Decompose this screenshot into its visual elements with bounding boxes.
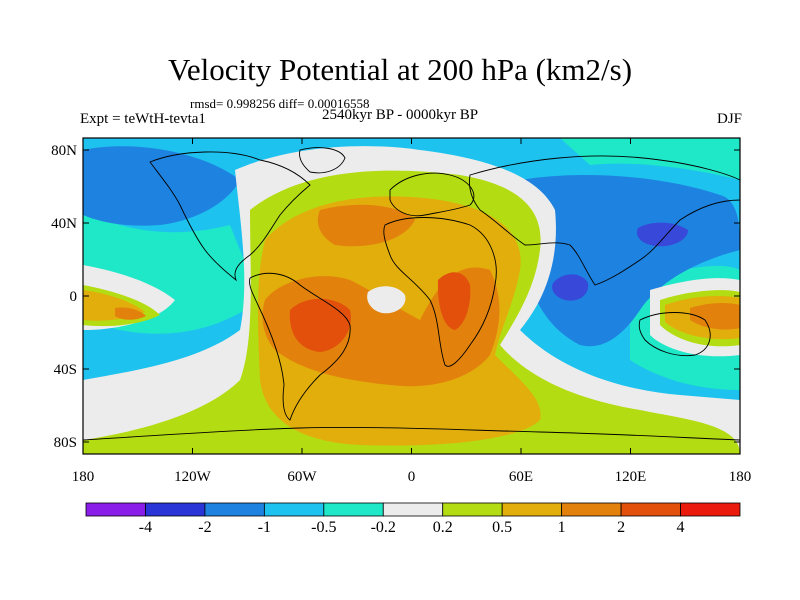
period-label: 2540kyr BP - 0000kyr BP [322, 107, 479, 123]
longitude-axis: 180 120W 60W 0 60E 120E 180 [72, 138, 752, 485]
colorbar-swatch [145, 502, 206, 517]
lat-label: 80S [54, 435, 77, 451]
lon-label: 120W [174, 469, 212, 485]
field-orange-east [690, 303, 740, 330]
colorbar-label: -1 [257, 519, 272, 536]
lon-label: 180 [72, 469, 95, 485]
colorbar-swatch [561, 502, 622, 517]
colorbar-swatch [382, 502, 444, 517]
colorbar-swatch [680, 502, 741, 517]
colorbar-swatch [442, 502, 503, 517]
colorbar-label: -4 [138, 519, 153, 536]
colorbar-label: -0.5 [311, 519, 337, 536]
lon-label: 60E [509, 469, 533, 485]
field-deep-blue-indian [552, 274, 589, 301]
field-orange-north [317, 204, 415, 247]
colorbar-swatch [204, 502, 265, 517]
field-orange-west [115, 307, 146, 320]
colorbar-label: 4 [676, 519, 685, 536]
lat-label: 0 [70, 289, 78, 305]
field-deep-blue-japan [636, 222, 688, 247]
chart-title: Velocity Potential at 200 hPa (km2/s) [167, 52, 633, 87]
lon-label: 0 [408, 469, 416, 485]
colorbar-label: 2 [617, 519, 626, 536]
colorbar-swatch [620, 502, 681, 517]
lon-label: 60W [287, 469, 317, 485]
coastlines [83, 147, 740, 441]
colorbar [85, 502, 741, 517]
field-neutral-hole [367, 286, 406, 314]
field-red-core-sa [289, 298, 351, 352]
experiment-label: Expt = teWtH-tevta1 [80, 111, 206, 127]
field-red-core-africa [437, 272, 471, 330]
colorbar-label: 0.5 [492, 519, 513, 536]
field-mid-blue-nw [83, 146, 240, 226]
colorbar-swatch [263, 502, 325, 517]
colorbar-swatch [501, 502, 563, 517]
lon-label: 120E [615, 469, 647, 485]
colorbar-swatch [85, 502, 146, 517]
field-mid-blue-east [517, 175, 740, 347]
lat-label: 40S [54, 362, 77, 378]
lat-label: 40N [51, 216, 77, 232]
contour-field [83, 138, 740, 454]
colorbar-swatch [323, 502, 384, 517]
colorbar-label: -2 [198, 519, 212, 536]
latitude-axis: 80N 40N 0 40S 80S [51, 143, 740, 451]
lat-label: 80N [51, 143, 77, 159]
lon-label: 180 [729, 469, 752, 485]
stats-label: rmsd= 0.998256 diff= 0.00016558 [190, 96, 370, 111]
colorbar-label: -0.2 [370, 519, 396, 536]
colorbar-label: 0.2 [432, 519, 453, 536]
season-label: DJF [716, 111, 742, 127]
colorbar-label: 1 [557, 519, 566, 536]
